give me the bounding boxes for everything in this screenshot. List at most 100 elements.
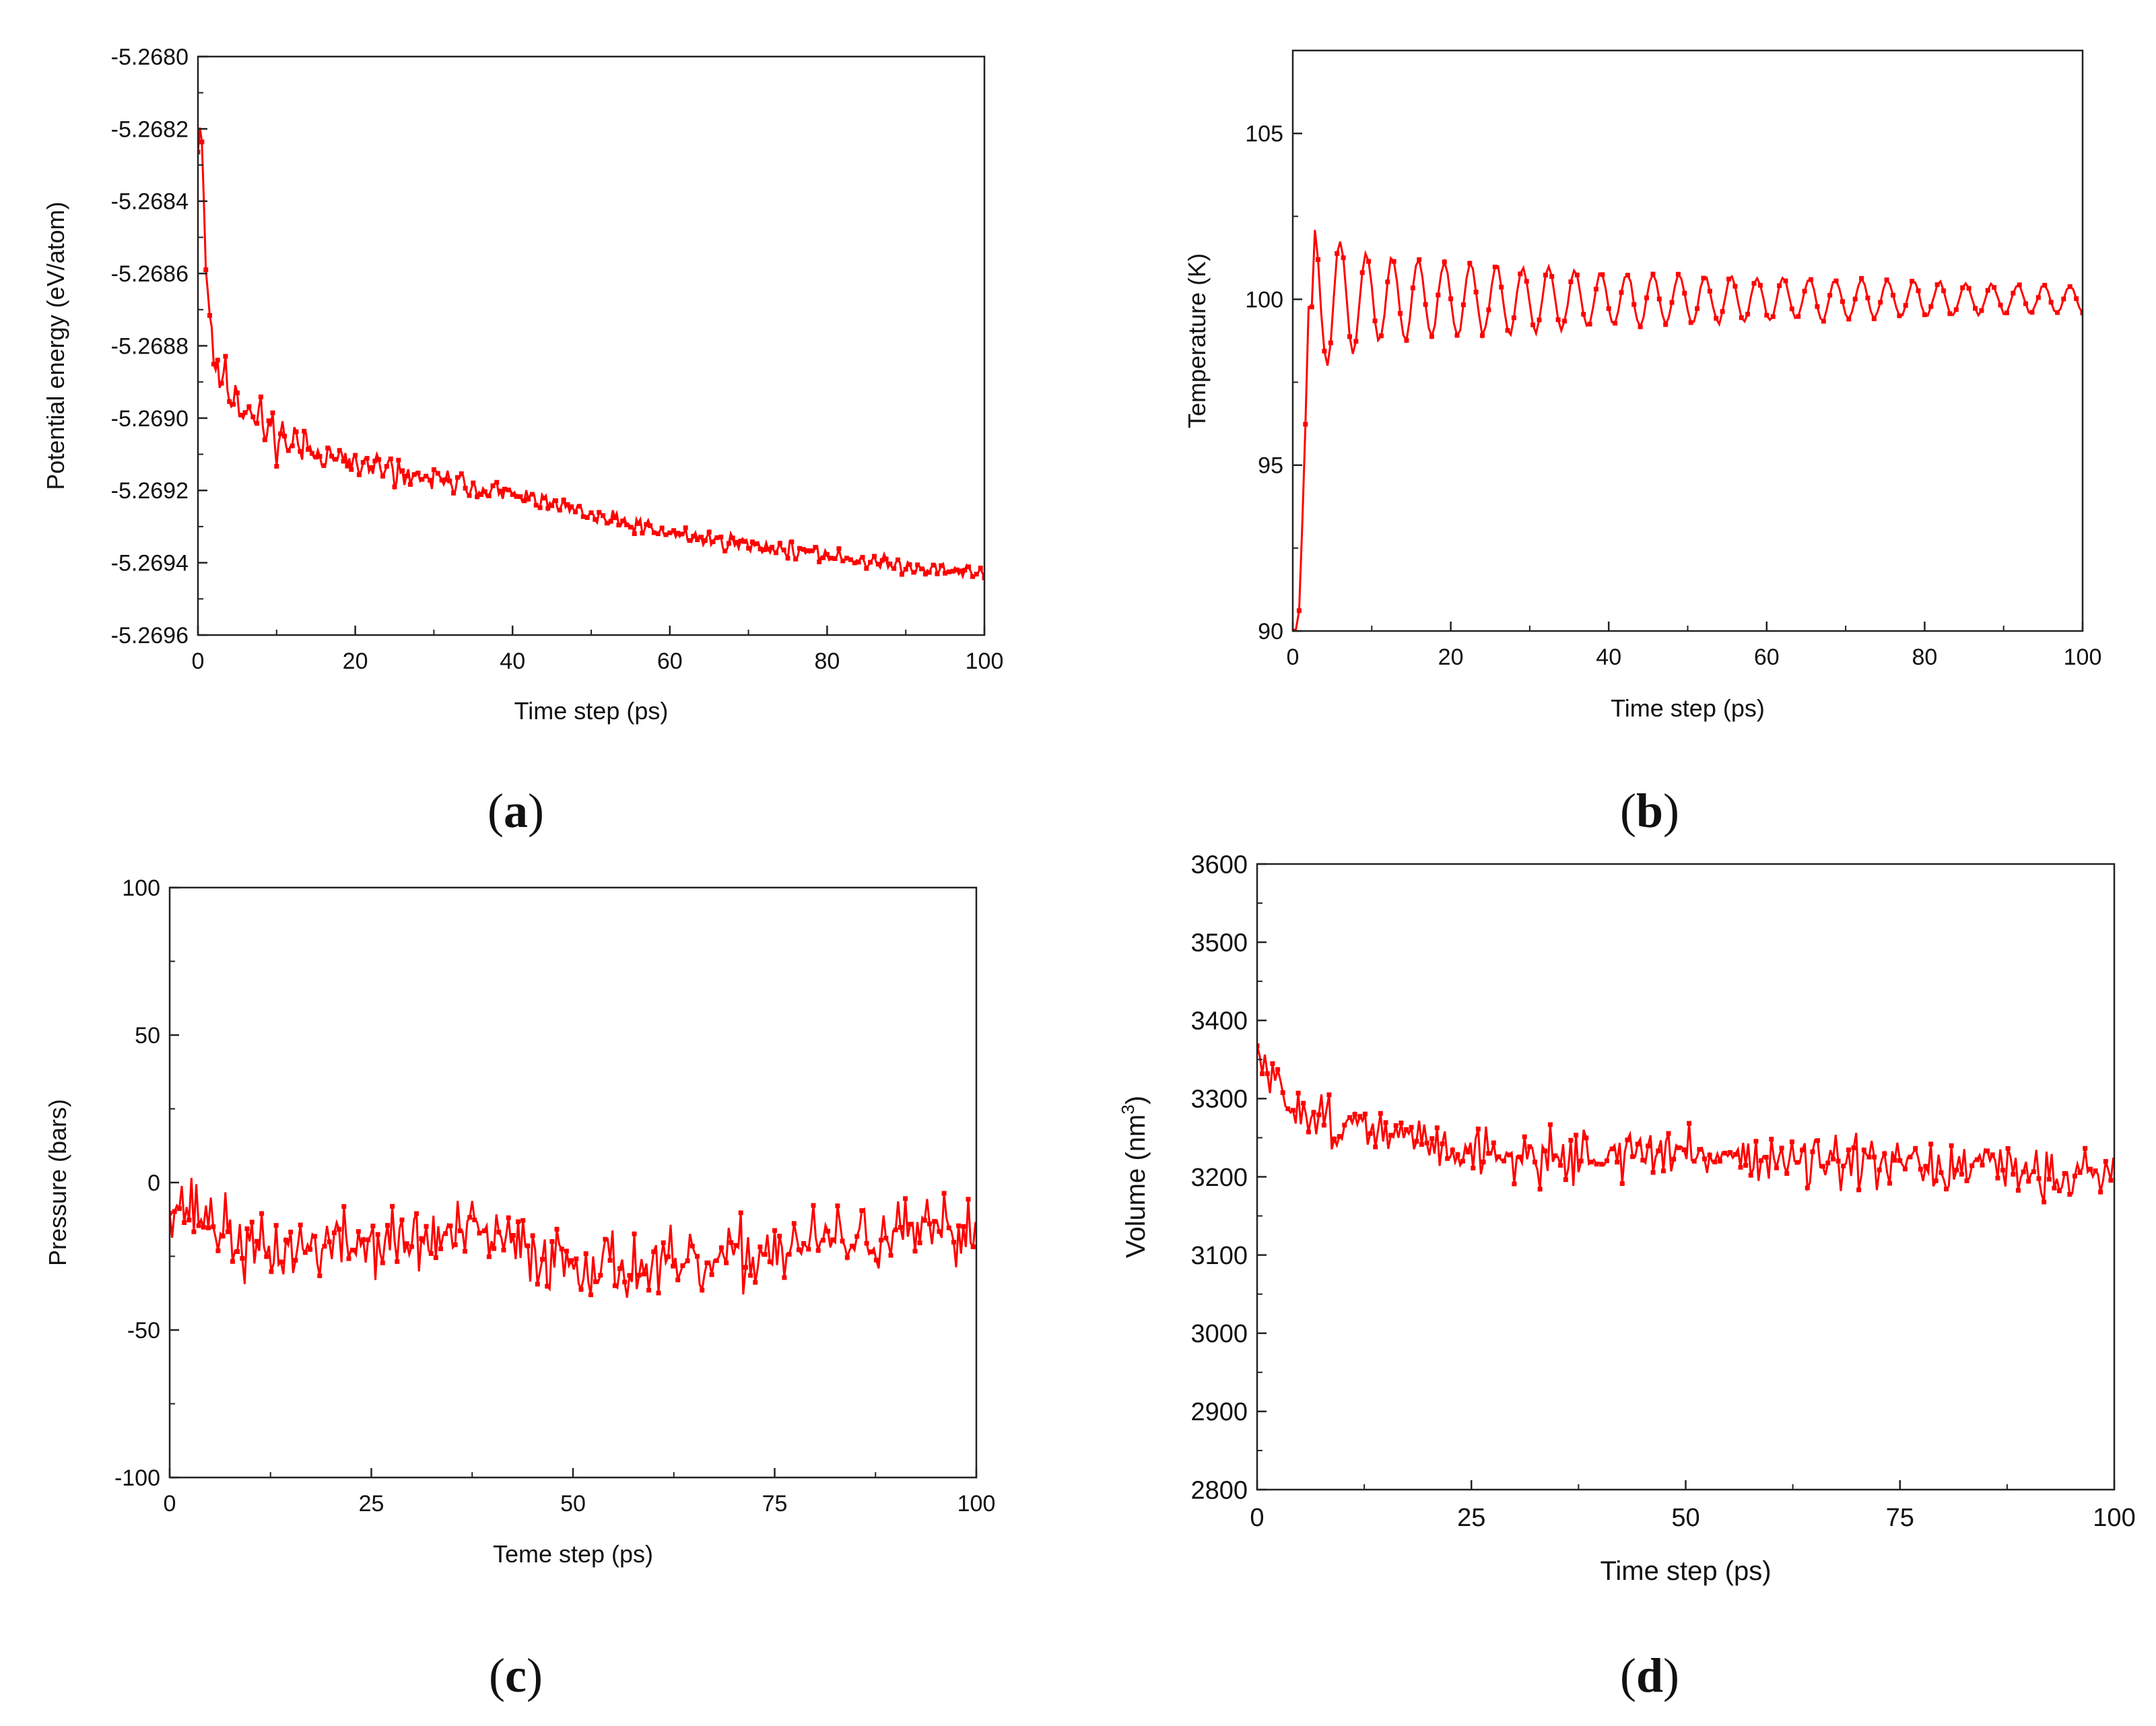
data-point [1436, 292, 1441, 298]
data-point [1530, 322, 1536, 327]
data-point [516, 1219, 520, 1224]
data-point [1630, 1154, 1636, 1160]
data-point [887, 561, 893, 566]
data-point [665, 1254, 671, 1259]
y-tick-label: -5.2690 [111, 406, 189, 432]
data-point [1393, 1123, 1399, 1128]
data-point [533, 502, 539, 508]
data-point [565, 502, 570, 507]
data-point [1964, 1179, 1969, 1183]
data-point [1753, 1139, 1759, 1144]
data-point [1820, 1164, 1825, 1169]
data-point [1959, 1172, 1964, 1177]
data-point [801, 547, 806, 552]
data-point [1949, 1143, 1954, 1148]
data-point [791, 1221, 797, 1226]
data-point [559, 1247, 564, 1252]
data-point [1640, 1158, 1646, 1163]
data-point [467, 1215, 473, 1220]
data-point [1631, 302, 1637, 307]
data-point [1660, 1168, 1666, 1174]
data-point [612, 515, 617, 521]
data-point [1357, 1114, 1363, 1119]
data-point [1913, 1146, 1918, 1151]
data-point [428, 1251, 434, 1256]
data-point [1366, 259, 1372, 264]
data-point [282, 434, 287, 439]
data-point [1419, 1141, 1424, 1147]
data-point [2035, 295, 2041, 300]
data-point [1326, 1092, 1332, 1098]
data-point [1480, 333, 1485, 338]
data-point [206, 1225, 211, 1230]
data-point [1429, 1136, 1435, 1141]
data-point [675, 1277, 681, 1283]
data-point [1584, 1135, 1589, 1141]
data-point [1769, 1137, 1774, 1142]
data-point [2042, 1199, 2047, 1205]
data-point [815, 1248, 821, 1253]
data-point [2005, 1146, 2011, 1151]
data-point [782, 1275, 787, 1280]
data-point [530, 1233, 535, 1238]
data-point [564, 1249, 569, 1254]
data-point [950, 568, 955, 574]
data-point [1388, 1133, 1394, 1138]
data-point [309, 451, 314, 456]
data-point [1385, 279, 1390, 285]
data-point [223, 354, 228, 359]
data-point [1779, 1146, 1784, 1151]
data-point [2077, 1170, 2083, 1175]
data-point [1291, 1108, 1295, 1113]
data-point [1638, 324, 1643, 329]
data-point [951, 1240, 956, 1244]
data-point [182, 1220, 187, 1225]
data-point [545, 1284, 550, 1289]
data-point [327, 1239, 332, 1244]
data-point [956, 1223, 962, 1228]
data-point [312, 1234, 318, 1239]
data-point [414, 1211, 419, 1216]
data-point [809, 548, 814, 554]
data-point [1947, 311, 1953, 317]
data-point [966, 564, 972, 570]
data-point [535, 1282, 540, 1287]
data-point [240, 1256, 245, 1261]
data-point [215, 358, 220, 363]
data-point [1321, 1123, 1326, 1128]
data-point [1859, 275, 1864, 281]
data-point [1563, 1177, 1568, 1183]
data-point [573, 509, 578, 515]
data-point [1846, 317, 1852, 322]
data-point [435, 471, 440, 476]
data-point [616, 523, 621, 528]
data-point [2067, 1192, 2073, 1197]
series-line-d [1257, 1045, 2114, 1203]
data-point [919, 566, 924, 572]
data-point [1738, 1164, 1743, 1170]
data-point [1398, 310, 1403, 316]
data-point [1774, 1165, 1779, 1170]
data-point [360, 460, 366, 465]
data-point [569, 504, 574, 509]
data-point [580, 514, 586, 519]
data-point [1414, 1139, 1419, 1144]
data-point [1939, 1170, 1944, 1175]
data-point [970, 574, 975, 579]
data-point [2103, 1159, 2108, 1164]
data-point [1606, 306, 1611, 311]
data-point [1985, 288, 1990, 293]
series-markers-a [198, 139, 984, 580]
data-point [1821, 319, 1826, 324]
data-point [1831, 1156, 1835, 1162]
data-point [836, 546, 842, 552]
data-point [583, 1251, 588, 1257]
y-tick-label: -5.2686 [111, 261, 189, 287]
data-point [1502, 1158, 1507, 1164]
chart-potential-energy: 0 20 40 60 80 100 -5.2696 -5.2694 -5.2692 -5.2690… [42, 44, 1003, 725]
data-point [679, 531, 684, 537]
data-point [651, 1249, 656, 1255]
data-point [695, 1254, 700, 1259]
data-point [1316, 257, 1320, 262]
data-point [691, 533, 696, 539]
